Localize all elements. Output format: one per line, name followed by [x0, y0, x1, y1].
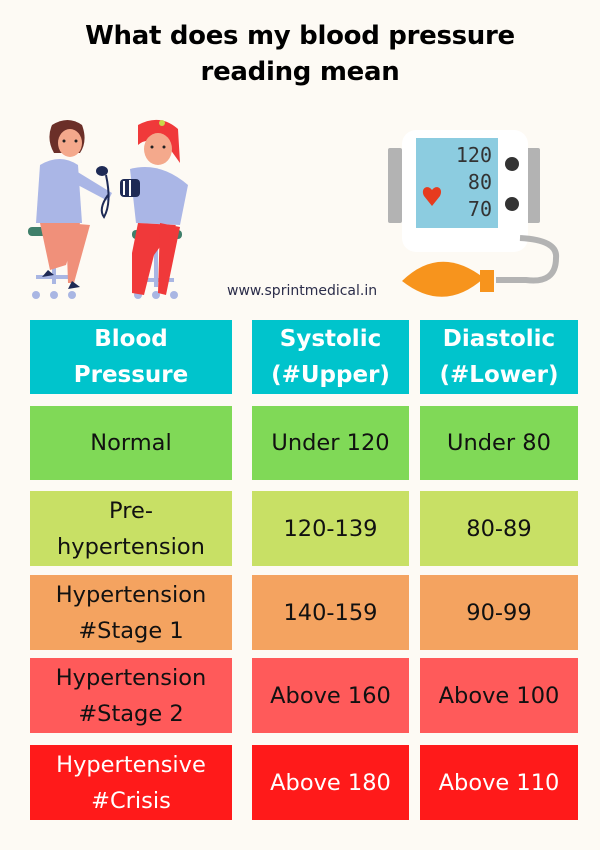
systolic-normal: Under 120	[252, 406, 409, 480]
header-diastolic: Diastolic (#Lower)	[420, 320, 578, 394]
blood-pressure-monitor-illustration: 120 80 70	[380, 118, 580, 298]
systolic-stage-1: 140-159	[252, 575, 409, 650]
category-normal: Normal	[30, 406, 232, 480]
title-line-1: What does my blood pressure	[85, 21, 515, 51]
systolic-prehypertension: 120-139	[252, 491, 409, 566]
website-url: www.sprintmedical.in	[227, 283, 378, 299]
category-prehypertension: Pre-hypertension	[30, 491, 232, 566]
header-blood-pressure: Blood Pressure	[30, 320, 232, 394]
systolic-stage-2: Above 160	[252, 658, 409, 733]
header-systolic: Systolic (#Upper)	[252, 320, 409, 394]
monitor-systolic-readout: 120	[455, 143, 492, 167]
monitor-pulse-readout: 70	[467, 197, 492, 221]
diastolic-prehypertension: 80-89	[420, 491, 578, 566]
category-crisis: Hypertensive #Crisis	[30, 745, 232, 820]
monitor-diastolic-readout: 80	[467, 170, 492, 194]
title-line-2: reading mean	[200, 57, 400, 87]
systolic-crisis: Above 180	[252, 745, 409, 820]
doctor-patient-illustration	[28, 119, 188, 299]
category-stage-1: Hypertension #Stage 1	[30, 575, 232, 650]
diastolic-normal: Under 80	[420, 406, 578, 480]
diastolic-stage-2: Above 100	[420, 658, 578, 733]
diastolic-crisis: Above 110	[420, 745, 578, 820]
diastolic-stage-1: 90-99	[420, 575, 578, 650]
page-title: What does my blood pressure reading mean	[0, 18, 600, 90]
category-stage-2: Hypertension #Stage 2	[30, 658, 232, 733]
